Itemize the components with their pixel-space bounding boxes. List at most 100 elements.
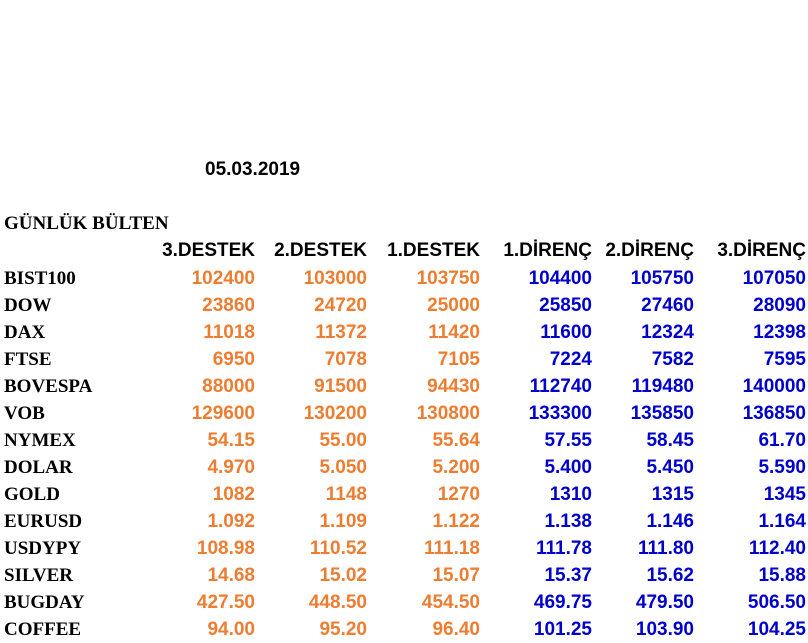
- support-value: 454.50: [421, 592, 480, 613]
- resistance-value: 1.164: [758, 511, 806, 532]
- resistance-value: 5.400: [544, 457, 592, 478]
- resistance-value: 27460: [641, 295, 694, 316]
- resistance-value: 136850: [742, 403, 806, 424]
- table-row: BOVESPA 88000 91500 94430 112740 119480 140000: [0, 373, 808, 400]
- table-row: BIST100 102400 103000 103750 104400 105750 107…: [0, 265, 808, 292]
- table-row: DOW 23860 24720 25000 25850 27460 28090: [0, 292, 808, 319]
- resistance-value: 7582: [651, 349, 694, 370]
- instrument-name: VOB: [4, 403, 45, 424]
- resistance-value: 1.138: [544, 511, 592, 532]
- support-value: 94.00: [207, 619, 255, 640]
- table-row: EURUSD 1.092 1.109 1.122 1.138 1.146 1.164: [0, 508, 808, 535]
- instrument-name: USDYPY: [4, 538, 82, 559]
- support-value: 1.092: [207, 511, 255, 532]
- resistance-value: 469.75: [533, 592, 592, 613]
- table-row: USDYPY 108.98 110.52 111.18 111.78 111.80 112.…: [0, 535, 808, 562]
- resistance-value: 107050: [742, 268, 806, 289]
- support-value: 55.00: [319, 430, 367, 451]
- support-value: 103750: [416, 268, 480, 289]
- support-value: 448.50: [308, 592, 367, 613]
- resistance-value: 15.88: [758, 565, 806, 586]
- resistance-value: 5.590: [758, 457, 806, 478]
- support-value: 130800: [416, 403, 480, 424]
- instrument-name: DOLAR: [4, 457, 73, 478]
- header-resistance-2: 2.DİRENÇ: [605, 240, 694, 261]
- resistance-value: 57.55: [544, 430, 592, 451]
- support-value: 54.15: [207, 430, 255, 451]
- resistance-value: 479.50: [635, 592, 694, 613]
- instrument-name: SILVER: [4, 565, 74, 586]
- support-value: 14.68: [207, 565, 255, 586]
- support-value: 94430: [427, 376, 480, 397]
- table-row: BUGDAY 427.50 448.50 454.50 469.75 479.50 506.…: [0, 589, 808, 616]
- table-row: SILVER 14.68 15.02 15.07 15.37 15.62 15.88: [0, 562, 808, 589]
- header-support-2: 2.DESTEK: [274, 240, 367, 261]
- resistance-value: 28090: [753, 295, 806, 316]
- support-value: 24720: [314, 295, 367, 316]
- instrument-name: DOW: [4, 295, 52, 316]
- resistance-value: 112.40: [748, 538, 806, 559]
- resistance-value: 25850: [539, 295, 592, 316]
- resistance-value: 1310: [549, 484, 592, 505]
- support-value: 102400: [191, 268, 255, 289]
- support-value: 1082: [212, 484, 255, 505]
- support-value: 7105: [437, 349, 480, 370]
- support-value: 111.18: [423, 538, 480, 559]
- resistance-value: 105750: [630, 268, 694, 289]
- support-value: 108.98: [196, 538, 255, 559]
- support-value: 1.109: [319, 511, 367, 532]
- support-value: 427.50: [196, 592, 255, 613]
- bulletin-date: 05.03.2019: [205, 159, 301, 180]
- resistance-value: 101.25: [533, 619, 592, 640]
- support-value: 103000: [303, 268, 367, 289]
- resistance-value: 140000: [742, 376, 806, 397]
- resistance-value: 112740: [529, 376, 592, 397]
- support-value: 11018: [203, 322, 255, 343]
- table-row: FTSE 6950 7078 7105 7224 7582 7595: [0, 346, 808, 373]
- resistance-value: 5.450: [646, 457, 694, 478]
- support-value: 23860: [202, 295, 255, 316]
- support-value: 4.970: [207, 457, 255, 478]
- support-value: 1148: [325, 484, 367, 505]
- instrument-name: COFFEE: [4, 619, 82, 640]
- instrument-name: EURUSD: [4, 511, 83, 532]
- table-row: COFFEE 94.00 95.20 96.40 101.25 103.90 104.25: [0, 616, 808, 643]
- resistance-value: 111.80: [637, 538, 694, 559]
- resistance-value: 15.62: [646, 565, 694, 586]
- resistance-value: 103.90: [635, 619, 694, 640]
- instrument-name: BUGDAY: [4, 592, 85, 613]
- resistance-value: 104400: [528, 268, 592, 289]
- resistance-value: 111.78: [535, 538, 592, 559]
- header-resistance-3: 3.DİRENÇ: [717, 240, 806, 261]
- support-value: 129600: [191, 403, 255, 424]
- resistance-value: 12398: [753, 322, 806, 343]
- table-row: VOB 129600 130200 130800 133300 135850 136850: [0, 400, 808, 427]
- resistance-value: 58.45: [646, 430, 694, 451]
- support-value: 5.050: [319, 457, 367, 478]
- support-value: 1.122: [432, 511, 480, 532]
- support-value: 55.64: [432, 430, 480, 451]
- support-value: 130200: [303, 403, 367, 424]
- support-value: 25000: [427, 295, 480, 316]
- resistance-value: 11600: [540, 322, 592, 343]
- table-row: DOLAR 4.970 5.050 5.200 5.400 5.450 5.590: [0, 454, 808, 481]
- resistance-value: 1345: [763, 484, 806, 505]
- resistance-value: 119480: [631, 376, 694, 397]
- instrument-name: FTSE: [4, 349, 52, 370]
- instrument-name: BIST100: [4, 268, 76, 289]
- resistance-value: 135850: [630, 403, 694, 424]
- support-value: 15.02: [319, 565, 367, 586]
- support-value: 6950: [212, 349, 255, 370]
- resistance-value: 1.146: [646, 511, 694, 532]
- resistance-value: 7595: [763, 349, 806, 370]
- support-value: 15.07: [432, 565, 480, 586]
- instrument-name: BOVESPA: [4, 376, 93, 397]
- support-value: 110.52: [309, 538, 367, 559]
- bulletin-table: BIST100 102400 103000 103750 104400 105750 107…: [0, 265, 808, 643]
- instrument-name: GOLD: [4, 484, 60, 505]
- resistance-value: 104.25: [747, 619, 806, 640]
- instrument-name: NYMEX: [4, 430, 76, 451]
- header-support-1: 1.DESTEK: [387, 240, 480, 261]
- support-value: 11372: [315, 322, 367, 343]
- table-row: DAX 11018 11372 11420 11600 12324 12398: [0, 319, 808, 346]
